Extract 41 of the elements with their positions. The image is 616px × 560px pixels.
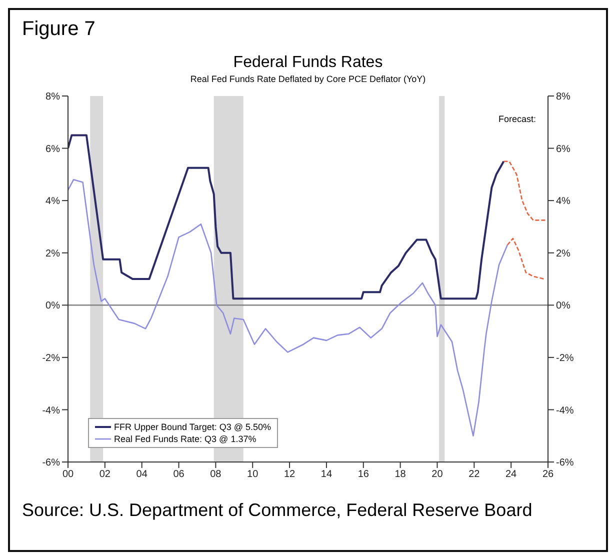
- x-tick-label: 06: [173, 469, 185, 480]
- x-tick-label: 16: [358, 469, 370, 480]
- y2-tick-label: 2%: [556, 248, 571, 260]
- y2-tick-label: -4%: [556, 405, 574, 416]
- x-tick-label: 02: [99, 469, 111, 480]
- x-tick-label: 22: [468, 469, 480, 480]
- line-series: [506, 238, 545, 280]
- y-tick-label: -2%: [42, 352, 60, 364]
- legend-label: FFR Upper Bound Target: Q3 @ 5.50%: [114, 421, 272, 433]
- y2-tick-label: 0%: [556, 300, 571, 312]
- annotation: Forecast:: [498, 114, 536, 124]
- line-series: [68, 134, 505, 300]
- caption: Figure 7: [22, 18, 96, 41]
- line-series: [503, 160, 547, 221]
- y-tick-label: -6%: [42, 458, 60, 469]
- y-tick-label: 2%: [46, 248, 60, 260]
- y-tick-label: 6%: [46, 144, 60, 155]
- x-tick-label: 26: [542, 469, 554, 480]
- chart-subtitle: Real Fed Funds Rate Deflated by Core PCE Deflator (YoY): [189, 74, 427, 84]
- y2-tick-label: -2%: [556, 352, 574, 364]
- y2-tick-label: -6%: [556, 458, 574, 469]
- x-tick-label: 04: [136, 469, 148, 480]
- x-tick-label: 08: [210, 469, 222, 480]
- line-series: [68, 179, 508, 437]
- y-tick-label: 4%: [46, 196, 60, 208]
- x-tick-label: 10: [247, 469, 259, 480]
- x-tick-label: 00: [62, 469, 74, 480]
- source-note: Source: U.S. Department of Commerce, Federal Reserve Board: [22, 500, 534, 521]
- y2-tick-label: 8%: [556, 92, 571, 103]
- y-tick-label: -4%: [42, 405, 60, 416]
- x-tick-label: 14: [320, 469, 332, 480]
- y-tick-label: 8%: [46, 92, 60, 103]
- x-tick-label: 18: [394, 469, 406, 480]
- x-tick-label: 20: [432, 469, 444, 480]
- y2-tick-label: 6%: [556, 144, 571, 155]
- y-tick-label: 0%: [46, 300, 60, 312]
- x-tick-label: 12: [284, 469, 296, 480]
- y2-tick-label: 4%: [556, 196, 571, 208]
- chart-title: Federal Funds Rates: [232, 54, 384, 72]
- x-tick-label: 24: [506, 469, 518, 480]
- legend-label: Real Fed Funds Rate: Q3 @ 1.37%: [114, 433, 256, 445]
